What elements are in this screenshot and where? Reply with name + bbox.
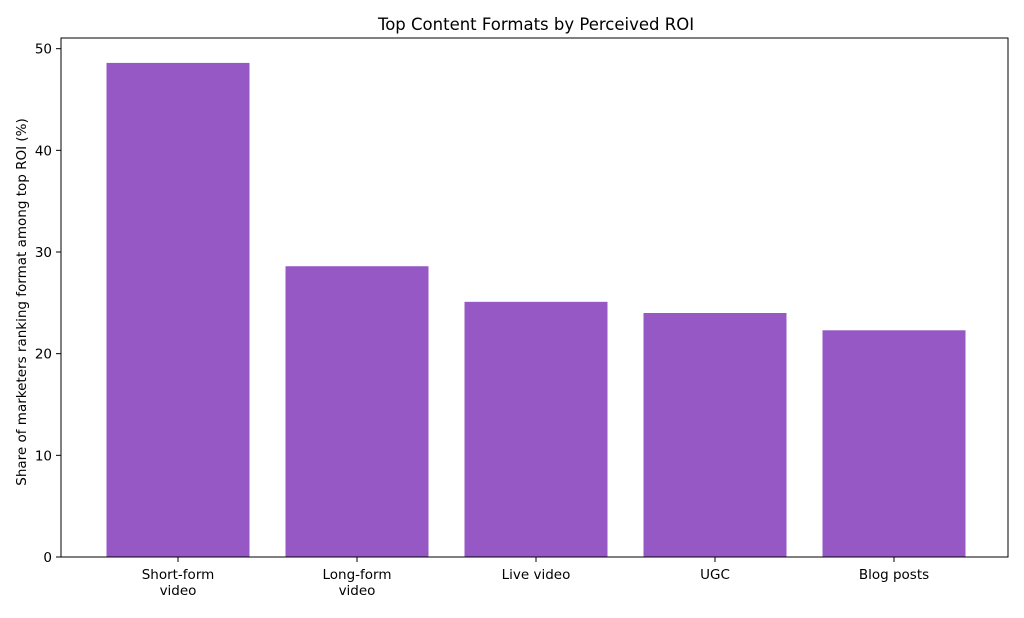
- y-tick-label-4: 40: [35, 143, 52, 159]
- bar-0: [106, 62, 250, 557]
- bar-2: [464, 301, 608, 557]
- bar-1: [285, 266, 429, 557]
- x-tick-label-1: Long-form video: [322, 567, 391, 599]
- x-tick-label-3: UGC: [700, 567, 730, 583]
- axes-layer: [60, 37, 1009, 558]
- chart-title: Top Content Formats by Perceived ROI: [377, 15, 694, 34]
- ticks-layer: 0 10 20 30 40 50 Short-form video Long-form video…: [35, 42, 929, 599]
- y-tick-label-1: 10: [35, 448, 52, 464]
- bars-layer: [106, 62, 966, 557]
- y-tick-label-3: 30: [35, 245, 52, 261]
- x-tick-label-0: Short-form video: [142, 567, 215, 599]
- y-axis-label: Share of marketers ranking format among …: [14, 118, 30, 486]
- y-tick-label-5: 50: [35, 42, 52, 58]
- x-tick-label-4: Blog posts: [859, 567, 929, 583]
- plot-frame: [60, 37, 1009, 558]
- x-tick-label-2: Live video: [502, 567, 571, 583]
- bar-4: [822, 330, 966, 557]
- bar-3: [643, 313, 787, 557]
- y-tick-label-2: 20: [35, 347, 52, 363]
- y-tick-label-0: 0: [43, 550, 52, 566]
